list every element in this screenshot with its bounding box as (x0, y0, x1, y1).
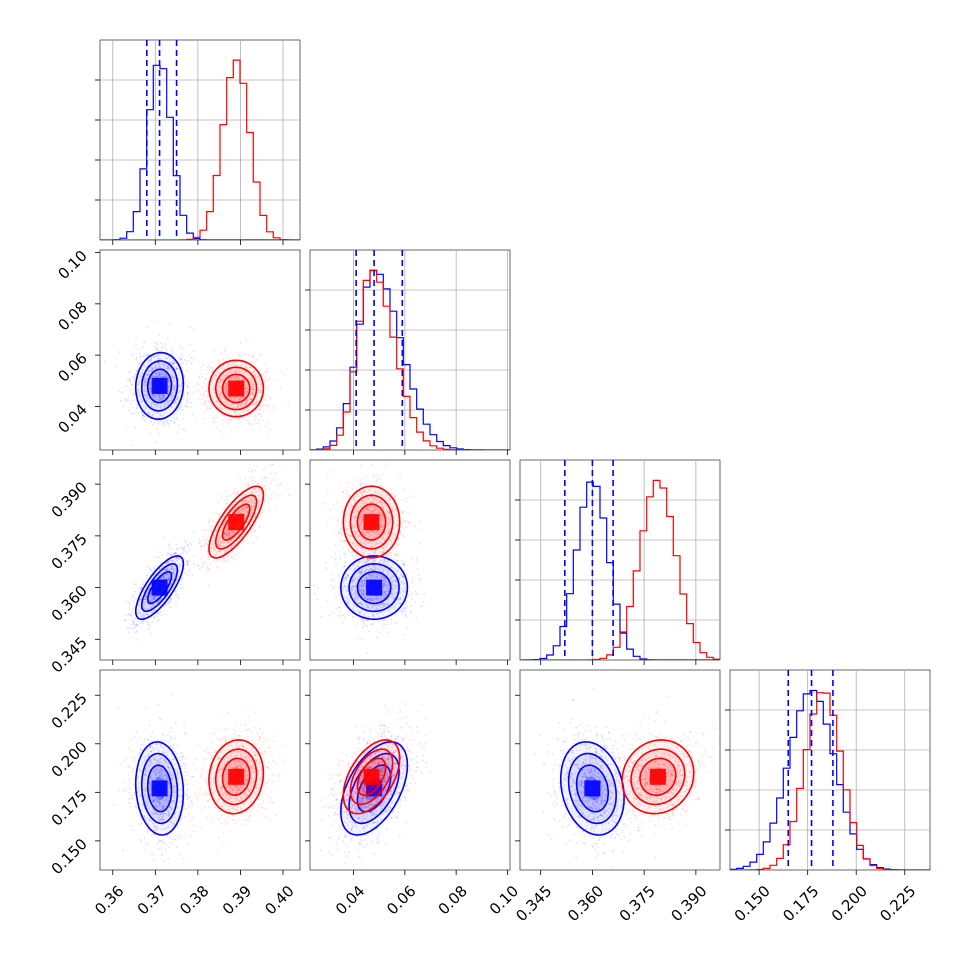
y-tick-label: 0.06 (54, 349, 90, 385)
x-tick-label: 0.37 (134, 882, 170, 918)
x-tick-label: 0.390 (668, 882, 711, 925)
panel-3-0: 0.36 0.37 0.38 0.39 0.40 0.150 0.175 0.200 0.225 (48, 669, 301, 918)
x-tick-label: 0.08 (435, 882, 471, 918)
panel-2-1 (305, 459, 511, 665)
x-tick-label: 0.225 (876, 882, 919, 925)
panel-3-3: 0.150 0.175 0.200 0.225 (725, 669, 931, 925)
panel-frame (99, 669, 301, 871)
x-tick-label: 0.06 (383, 882, 419, 918)
panel-frame (309, 459, 511, 661)
histogram-blue (100, 64, 300, 240)
x-tick-label: 0.39 (219, 882, 255, 918)
panel-content (100, 40, 300, 240)
panel-content (104, 322, 290, 447)
histogram-red (730, 692, 930, 870)
y-tick-label: 0.345 (48, 633, 91, 676)
y-tick-label: 0.10 (54, 247, 90, 283)
panel-content (123, 463, 299, 641)
panel-frame (99, 249, 301, 451)
panel-content (313, 462, 426, 654)
x-tick-label: 0.38 (176, 882, 212, 918)
panel-content (310, 250, 510, 450)
x-tick-label: 0.200 (828, 882, 871, 925)
density-peak (151, 780, 168, 797)
panel-2-2 (515, 459, 721, 665)
panel-0-0 (95, 39, 301, 245)
x-tick-label: 0.40 (261, 882, 297, 918)
y-tick-label: 0.225 (48, 689, 91, 732)
x-tick-label: 0.04 (332, 882, 368, 918)
histogram-red (100, 59, 300, 240)
y-tick-label: 0.200 (48, 738, 91, 781)
x-tick-label: 0.150 (731, 882, 774, 925)
density-peak (228, 514, 245, 531)
y-tick-label: 0.150 (48, 835, 91, 878)
panel-content (533, 687, 720, 868)
panel-content (730, 670, 930, 870)
panel-1-1 (305, 249, 511, 455)
panel-3-2: 0.345 0.360 0.375 0.390 (512, 669, 721, 925)
density-peak (584, 780, 601, 797)
density-peak (366, 579, 383, 596)
density-peak (363, 514, 380, 531)
panel-frame (309, 669, 511, 871)
density-peak (228, 380, 245, 397)
y-tick-label: 0.175 (48, 786, 91, 829)
density-peak (363, 768, 380, 785)
panel-frame (309, 249, 511, 451)
y-tick-label: 0.04 (54, 401, 90, 437)
y-tick-label: 0.08 (54, 298, 90, 334)
histogram-red (310, 270, 510, 450)
density-peak (151, 377, 168, 394)
panel-1-0: 0.04 0.06 0.08 0.10 (54, 247, 301, 455)
y-tick-label: 0.375 (48, 530, 91, 573)
panel-frame (99, 39, 301, 241)
x-tick-label: 0.375 (616, 882, 659, 925)
panel-2-0: 0.345 0.360 0.375 0.390 (48, 459, 301, 677)
panel-frame (99, 459, 301, 661)
panel-content (319, 703, 431, 865)
density-peak (228, 768, 245, 785)
density-peak (151, 579, 168, 596)
x-tick-label: 0.360 (564, 882, 607, 925)
density-peak (649, 768, 666, 785)
panel-content (113, 694, 286, 870)
x-tick-label: 0.175 (779, 882, 822, 925)
histogram-red (520, 479, 720, 660)
y-tick-label: 0.360 (48, 582, 91, 625)
x-tick-label: 0.36 (91, 882, 127, 918)
x-tick-label: 0.345 (512, 882, 555, 925)
y-tick-label: 0.390 (48, 478, 91, 521)
panel-content (520, 460, 720, 660)
histogram-blue (520, 481, 720, 660)
panel-3-1: 0.04 0.06 0.08 0.10 (305, 669, 522, 918)
panel-frame (519, 669, 721, 871)
